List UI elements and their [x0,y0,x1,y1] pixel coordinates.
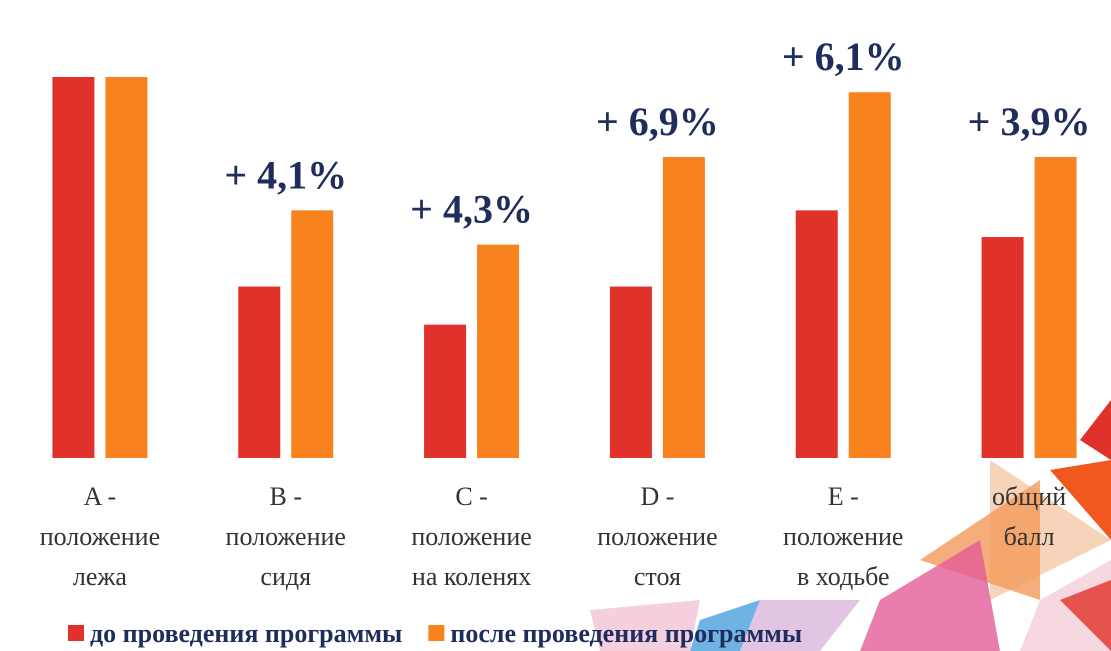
annotation: + 3,9% [968,99,1091,144]
legend-label: после проведения программы [450,619,802,648]
bar [610,287,652,458]
bar [477,245,519,458]
legend-swatch [68,625,84,641]
legend-label: до проведения программы [90,619,402,648]
bar [982,237,1024,458]
bar [238,287,280,458]
bar [663,157,705,458]
annotation: + 4,3% [410,187,533,232]
bar [424,325,466,458]
annotation: + 6,1% [782,34,905,79]
annotation: + 6,9% [596,99,719,144]
legend-swatch [428,625,444,641]
bar [796,210,838,458]
bar [849,92,891,458]
bar [105,77,147,458]
bar [1035,157,1077,458]
bar [52,77,94,458]
bar [291,210,333,458]
annotation: + 4,1% [224,152,347,197]
chart: A -положениележа B -положениесидя + 4,1% C … [0,0,1111,651]
